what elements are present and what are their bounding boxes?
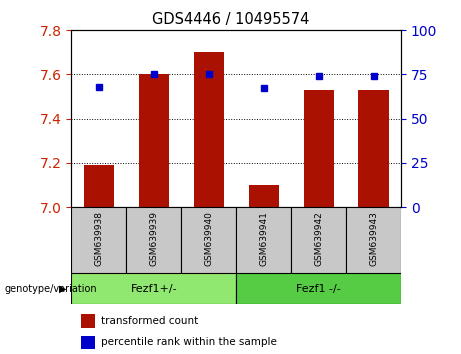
Bar [236, 273, 401, 304]
Bar [346, 207, 401, 273]
Bar [81, 336, 95, 349]
Text: Fezf1+/-: Fezf1+/- [130, 284, 177, 293]
Bar [126, 207, 181, 273]
Bar [236, 207, 291, 273]
Text: Fezf1 -/-: Fezf1 -/- [296, 284, 341, 293]
Bar [71, 273, 236, 304]
Text: GSM639942: GSM639942 [314, 211, 323, 266]
Bar [194, 52, 224, 207]
Bar [303, 90, 334, 207]
Bar [139, 74, 169, 207]
Bar [359, 90, 389, 207]
Bar [248, 185, 279, 207]
Text: GDS4446 / 10495574: GDS4446 / 10495574 [152, 12, 309, 27]
Text: GSM639938: GSM639938 [95, 211, 103, 266]
Text: GSM639939: GSM639939 [149, 211, 159, 266]
Text: GSM639943: GSM639943 [369, 211, 378, 266]
Text: GSM639941: GSM639941 [259, 211, 268, 266]
Text: ▶: ▶ [59, 284, 67, 293]
Text: genotype/variation: genotype/variation [5, 284, 97, 293]
Bar [291, 207, 346, 273]
Text: transformed count: transformed count [101, 315, 198, 326]
Bar [81, 314, 95, 328]
Text: percentile rank within the sample: percentile rank within the sample [101, 337, 277, 347]
Bar [84, 165, 114, 207]
Text: GSM639940: GSM639940 [204, 211, 213, 266]
Bar [71, 207, 126, 273]
Bar [181, 207, 236, 273]
